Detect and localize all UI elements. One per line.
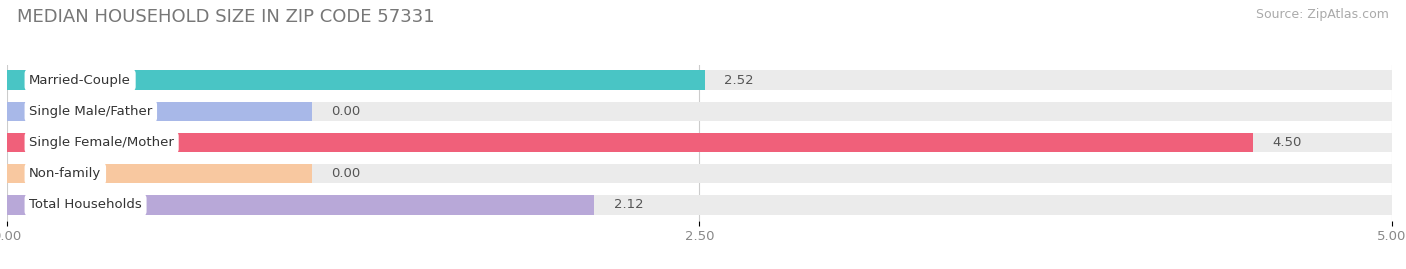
Text: Non-family: Non-family: [30, 167, 101, 180]
Bar: [7, 164, 312, 183]
Bar: [7, 70, 704, 90]
Bar: [7, 102, 1392, 121]
Text: 0.00: 0.00: [330, 105, 360, 118]
Text: Single Female/Mother: Single Female/Mother: [30, 136, 174, 149]
Text: Source: ZipAtlas.com: Source: ZipAtlas.com: [1256, 8, 1389, 21]
Bar: [7, 133, 1254, 152]
Text: Single Male/Father: Single Male/Father: [30, 105, 152, 118]
Text: 2.52: 2.52: [724, 74, 754, 87]
Text: Total Households: Total Households: [30, 199, 142, 211]
Bar: [7, 70, 1392, 90]
Text: 4.50: 4.50: [1272, 136, 1302, 149]
Bar: [7, 164, 1392, 183]
Bar: [7, 195, 595, 215]
Text: Married-Couple: Married-Couple: [30, 74, 131, 87]
Text: MEDIAN HOUSEHOLD SIZE IN ZIP CODE 57331: MEDIAN HOUSEHOLD SIZE IN ZIP CODE 57331: [17, 8, 434, 26]
Text: 2.12: 2.12: [613, 199, 644, 211]
Text: 0.00: 0.00: [330, 167, 360, 180]
Bar: [7, 102, 312, 121]
Bar: [7, 133, 1392, 152]
Bar: [7, 195, 1392, 215]
